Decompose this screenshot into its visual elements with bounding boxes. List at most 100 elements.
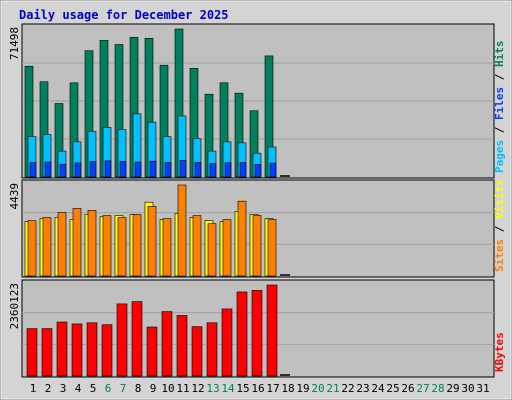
- x-tick-label: 4: [75, 382, 82, 395]
- bar-sites: [207, 223, 217, 277]
- x-tick-label: 20: [311, 382, 324, 395]
- legend-entry: /: [493, 120, 506, 140]
- bar-sites: [27, 220, 37, 277]
- bar-files: [194, 162, 202, 178]
- bar-files: [89, 161, 97, 178]
- bar-kbytes: [266, 284, 278, 377]
- bar-files: [179, 160, 187, 178]
- bar-files: [59, 163, 67, 178]
- bar-files: [164, 162, 172, 178]
- bar-kbytes: [176, 315, 188, 377]
- bar-kbytes: [56, 321, 68, 377]
- bar-kbytes: [41, 328, 53, 377]
- bar-sites: [222, 219, 232, 277]
- x-tick-label: 11: [176, 382, 189, 395]
- bar-sites: [132, 214, 142, 277]
- bar-kbytes: [191, 326, 203, 377]
- bar-sites: [162, 218, 172, 277]
- bar-kbytes: [146, 326, 158, 377]
- ymax-label: 4439: [8, 183, 21, 210]
- bar-files: [149, 160, 157, 178]
- x-tick-label: 25: [386, 382, 399, 395]
- bar-files: [29, 162, 37, 178]
- bar-kbytes: [221, 308, 233, 377]
- bar-kbytes: [206, 322, 218, 377]
- bar-kbytes: [161, 311, 173, 377]
- bar-files: [209, 163, 217, 178]
- legend-entry: Pages: [493, 140, 506, 173]
- x-tick-label: 15: [236, 382, 249, 395]
- bar-files: [239, 162, 247, 178]
- x-tick-label: 31: [476, 382, 489, 395]
- legend-entry: Hits: [493, 41, 506, 68]
- bar-kbytes: [71, 323, 83, 377]
- x-tick-label: 23: [356, 382, 369, 395]
- x-tick-label: 2: [45, 382, 52, 395]
- x-tick-label: 24: [371, 382, 385, 395]
- bar-files: [224, 162, 232, 178]
- bar-files: [74, 162, 82, 178]
- bar-files: [44, 161, 52, 178]
- bar-files: [104, 160, 112, 178]
- bar-kbytes: [116, 303, 128, 377]
- bar-sites: [192, 215, 202, 277]
- bar-kbytes: [251, 290, 263, 377]
- legend-entry: Visits: [493, 179, 506, 219]
- legend-entry: /: [493, 219, 506, 239]
- bar-sites: [72, 208, 82, 277]
- side-legend: Pages / Files / Hits: [493, 41, 506, 174]
- x-tick-label: 28: [431, 382, 444, 395]
- ymax-label: 2360123: [8, 283, 21, 329]
- x-tick-label: 27: [416, 382, 429, 395]
- x-tick-label: 8: [135, 382, 142, 395]
- side-legend: KBytes: [493, 332, 506, 372]
- x-tick-label: 13: [206, 382, 219, 395]
- x-tick-label: 22: [341, 382, 354, 395]
- bar-sites: [237, 200, 247, 277]
- bar-kbytes: [26, 328, 38, 377]
- legend-entry: Sites: [493, 239, 506, 272]
- x-tick-label: 30: [461, 382, 474, 395]
- bar-sites: [117, 217, 127, 277]
- bar-sites: [57, 212, 67, 277]
- bar-sites: [102, 215, 112, 277]
- x-tick-label: 12: [191, 382, 204, 395]
- bar-sites: [252, 215, 262, 277]
- x-tick-label: 18: [281, 382, 294, 395]
- bar-sites: [87, 210, 97, 277]
- x-tick-label: 19: [296, 382, 309, 395]
- bar-files: [119, 161, 127, 178]
- legend-entry: KBytes: [493, 332, 506, 372]
- x-tick-label: 5: [90, 382, 97, 395]
- bar-kbytes: [236, 291, 248, 377]
- bar-sites: [147, 205, 157, 277]
- x-tick-label: 7: [120, 382, 127, 395]
- bar-files: [254, 164, 262, 178]
- x-tick-label: 29: [446, 382, 459, 395]
- x-tick-label: 16: [251, 382, 264, 395]
- bar-sites: [267, 219, 277, 277]
- x-tick-label: 17: [266, 382, 279, 395]
- legend-entry: Files: [493, 87, 506, 120]
- x-tick-label: 21: [326, 382, 339, 395]
- x-tick-label: 1: [30, 382, 37, 395]
- bar-files: [269, 162, 277, 178]
- bar-files: [134, 161, 142, 178]
- bar-sites: [42, 217, 52, 277]
- ymax-label: 71498: [8, 27, 21, 60]
- bar-kbytes: [131, 301, 143, 377]
- legend-entry: /: [493, 67, 506, 87]
- x-tick-label: 6: [105, 382, 112, 395]
- bar-sites: [177, 184, 187, 277]
- chart-title: Daily usage for December 2025: [19, 8, 229, 22]
- x-tick-label: 3: [60, 382, 67, 395]
- side-legend: Sites / Visits: [493, 179, 506, 272]
- x-tick-label: 26: [401, 382, 414, 395]
- x-tick-label: 9: [150, 382, 157, 395]
- bar-kbytes: [101, 324, 113, 377]
- bar-kbytes: [86, 322, 98, 377]
- x-tick-label: 14: [221, 382, 235, 395]
- x-tick-label: 10: [161, 382, 174, 395]
